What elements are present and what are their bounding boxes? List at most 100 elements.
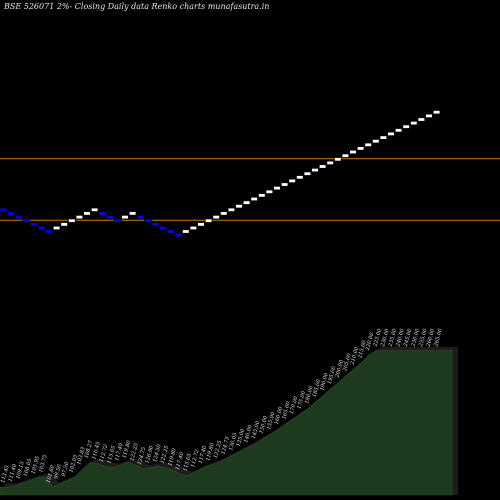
up-brick-30	[219, 211, 228, 216]
price-label-25: 115.05	[183, 453, 193, 472]
up-brick-41	[303, 171, 312, 176]
price-label-47: 210.00	[349, 346, 360, 367]
price-label-24: 117.40	[175, 451, 186, 471]
price-label-29: 122.25	[213, 440, 223, 459]
price-label-14: 112.72	[99, 444, 109, 463]
price-label-40: 175.00	[297, 390, 308, 410]
down-brick-22	[159, 225, 167, 231]
up-brick-8	[52, 225, 61, 231]
price-label-56: 255.00	[418, 327, 429, 348]
down-brick-21	[151, 222, 160, 227]
price-label-34: 145.00	[251, 420, 262, 440]
price-label-30: 124.75	[221, 436, 231, 455]
down-brick-16	[113, 218, 122, 223]
up-brick-18	[128, 211, 137, 216]
price-label-12: 108.27	[84, 439, 95, 459]
price-label-6: 103.75	[38, 454, 48, 473]
price-label-50: 225.00	[372, 327, 383, 348]
price-label-32: 135.00	[236, 428, 247, 448]
up-brick-11	[75, 214, 84, 220]
price-label-39: 170.00	[289, 395, 300, 415]
price-label-18: 122.25	[129, 443, 139, 462]
up-brick-36	[265, 189, 274, 194]
up-brick-47	[349, 149, 357, 155]
price-label-2: 111.40	[8, 463, 19, 483]
horizontal-levels-group	[0, 158, 500, 221]
up-brick-45	[333, 157, 342, 162]
price-label-9: 97.50	[61, 461, 71, 478]
up-brick-10	[68, 218, 76, 223]
price-label-51: 230.00	[380, 327, 391, 348]
down-brick-2	[7, 211, 15, 216]
up-brick-32	[235, 203, 243, 209]
price-label-5: 105.95	[31, 456, 41, 475]
up-brick-37	[273, 185, 281, 191]
price-labels-group: 113.45111.40109.15108.05105.95103.75101.…	[0, 327, 444, 483]
up-brick-51	[379, 135, 388, 140]
price-label-11: 103.83	[76, 446, 87, 466]
price-label-15: 115.05	[107, 445, 117, 464]
up-brick-25	[181, 229, 190, 234]
up-brick-58	[432, 110, 441, 115]
up-brick-53	[394, 128, 403, 133]
up-brick-50	[371, 138, 380, 144]
down-brick-24	[174, 232, 183, 238]
price-label-31: 130.05	[228, 432, 238, 451]
price-label-23: 119.80	[167, 447, 178, 467]
price-label-16: 117.40	[114, 442, 125, 462]
up-brick-17	[121, 214, 129, 220]
up-brick-33	[242, 200, 251, 205]
down-brick-4	[22, 218, 30, 223]
volume-area-group	[0, 346, 458, 496]
up-brick-13	[90, 207, 99, 212]
up-brick-55	[409, 120, 418, 126]
renko-bricks-group	[0, 110, 441, 238]
up-brick-44	[326, 160, 334, 166]
up-brick-35	[257, 193, 266, 198]
up-brick-49	[364, 142, 372, 147]
price-label-17: 119.80	[122, 439, 133, 459]
price-label-48: 215.00	[357, 339, 368, 360]
price-label-58: 265.00	[433, 327, 444, 348]
up-brick-42	[311, 167, 319, 173]
up-brick-56	[417, 117, 426, 122]
price-label-35: 150.00	[259, 415, 270, 435]
down-brick-1	[0, 207, 8, 212]
up-brick-29	[212, 214, 221, 220]
price-label-37: 160.00	[274, 405, 285, 425]
price-label-53: 240.00	[395, 327, 406, 348]
price-label-1: 113.45	[0, 465, 10, 484]
price-label-46: 205.00	[342, 352, 353, 373]
up-brick-34	[250, 196, 259, 202]
down-brick-7	[45, 229, 53, 234]
chart-title: BSE 526071 2%- Closing Daily data Renko …	[4, 2, 270, 11]
price-label-36: 155.00	[266, 411, 277, 431]
price-label-33: 140.00	[243, 424, 254, 444]
price-label-41: 180.00	[304, 385, 315, 405]
up-brick-46	[341, 153, 350, 158]
price-label-8: 99.50	[53, 463, 63, 480]
up-brick-39	[288, 178, 296, 184]
up-brick-40	[295, 175, 304, 180]
price-label-49: 220.00	[365, 331, 376, 352]
down-brick-23	[166, 229, 175, 234]
volume-area	[0, 350, 453, 496]
up-brick-9	[60, 222, 68, 227]
down-brick-15	[106, 214, 114, 220]
price-label-22: 122.25	[160, 445, 170, 464]
up-brick-31	[227, 207, 236, 212]
price-label-42: 185.00	[312, 378, 323, 398]
price-label-28: 119.80	[205, 442, 216, 462]
up-brick-57	[425, 113, 433, 119]
price-label-44: 195.00	[327, 365, 338, 385]
price-label-27: 117.40	[198, 444, 209, 464]
price-label-19: 124.75	[137, 446, 147, 465]
down-brick-20	[143, 218, 152, 223]
price-label-45: 200.00	[334, 359, 345, 380]
down-brick-5	[29, 222, 38, 227]
up-brick-12	[83, 211, 91, 216]
price-label-43: 190.00	[319, 372, 330, 392]
down-brick-19	[136, 214, 145, 220]
